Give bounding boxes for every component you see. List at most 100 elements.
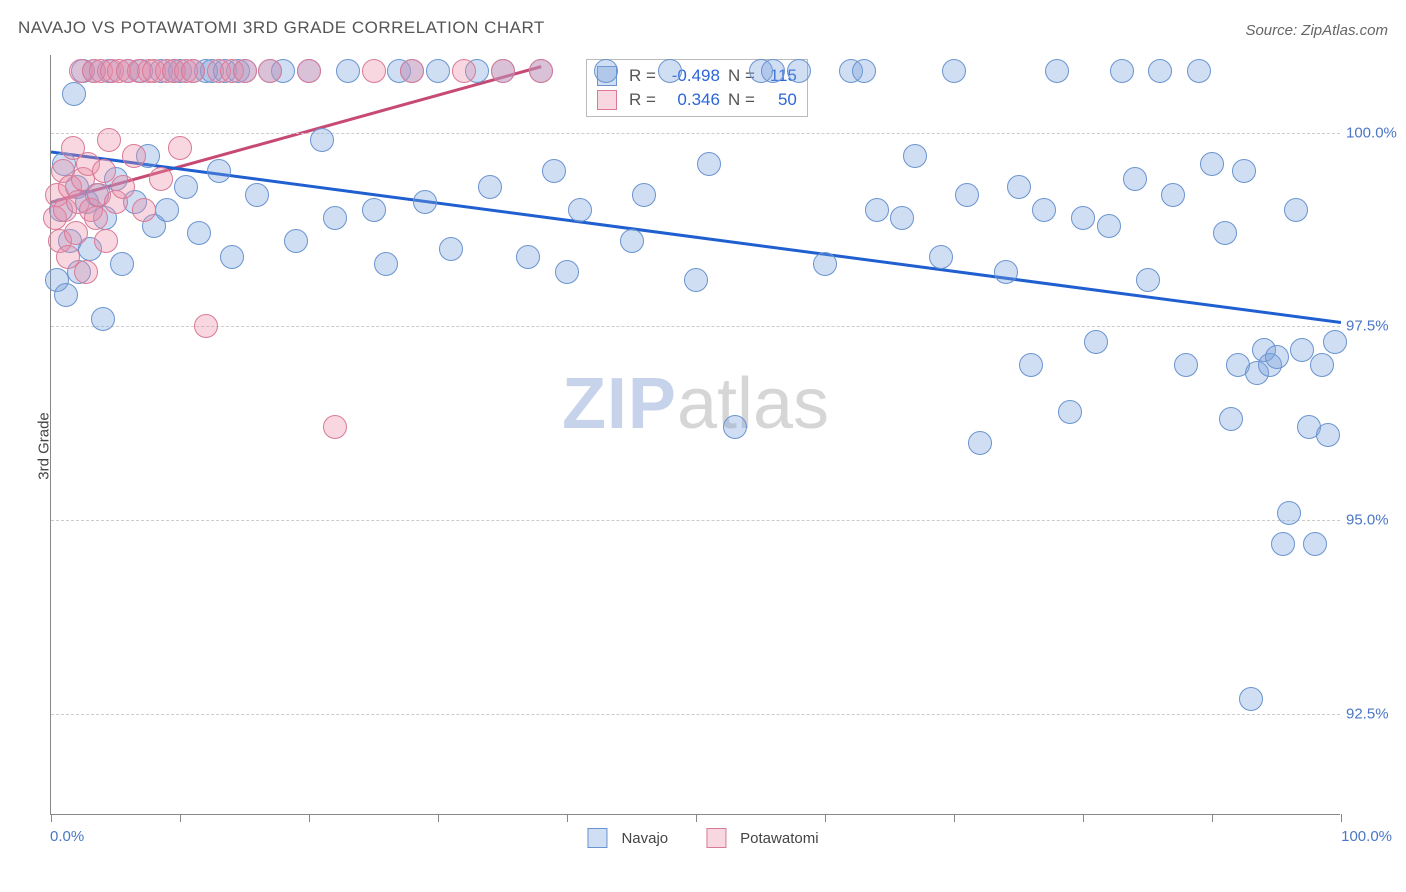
potawatomi-point (122, 144, 146, 168)
chart-container: NAVAJO VS POTAWATOMI 3RD GRADE CORRELATI… (0, 0, 1406, 892)
navajo-point (594, 59, 618, 83)
navajo-point (1271, 532, 1295, 556)
navajo-point (336, 59, 360, 83)
navajo-point (1007, 175, 1031, 199)
navajo-point (1136, 268, 1160, 292)
potawatomi-point (97, 128, 121, 152)
navajo-point (1032, 198, 1056, 222)
navajo-point (1058, 400, 1082, 424)
navajo-point (1277, 501, 1301, 525)
navajo-point (1200, 152, 1224, 176)
navajo-point (994, 260, 1018, 284)
navajo-point (426, 59, 450, 83)
navajo-point (684, 268, 708, 292)
y-tick-label: 92.5% (1346, 706, 1406, 723)
navajo-point (1148, 59, 1172, 83)
navajo-swatch-icon (587, 828, 607, 848)
navajo-point (1323, 330, 1347, 354)
navajo-point (620, 229, 644, 253)
navajo-point (245, 183, 269, 207)
navajo-point (439, 237, 463, 261)
x-tick (954, 814, 955, 822)
x-tick (438, 814, 439, 822)
navajo-point (852, 59, 876, 83)
navajo-point (813, 252, 837, 276)
x-tick (1083, 814, 1084, 822)
potawatomi-point (168, 136, 192, 160)
potawatomi-point (181, 59, 205, 83)
navajo-point (632, 183, 656, 207)
potawatomi-swatch-icon (706, 828, 726, 848)
potawatomi-point (132, 198, 156, 222)
navajo-point (413, 190, 437, 214)
source-credit: Source: ZipAtlas.com (1245, 22, 1388, 39)
navajo-point (1019, 353, 1043, 377)
navajo-point (1071, 206, 1095, 230)
potawatomi-point (362, 59, 386, 83)
x-tick (567, 814, 568, 822)
navajo-point (568, 198, 592, 222)
r-label: R = (629, 90, 656, 110)
navajo-point (516, 245, 540, 269)
navajo-point (62, 82, 86, 106)
potawatomi-point (84, 206, 108, 230)
series-legend: Navajo Potawatomi (587, 828, 818, 848)
navajo-point (1084, 330, 1108, 354)
navajo-point (968, 431, 992, 455)
navajo-point (155, 198, 179, 222)
navajo-point (1174, 353, 1198, 377)
watermark-zip: ZIP (562, 364, 677, 444)
navajo-point (1110, 59, 1134, 83)
navajo-point (658, 59, 682, 83)
navajo-point (1239, 687, 1263, 711)
gridline (51, 520, 1340, 521)
navajo-point (787, 59, 811, 83)
navajo-point (542, 159, 566, 183)
navajo-point (942, 59, 966, 83)
potawatomi-point (74, 260, 98, 284)
y-tick-label: 97.5% (1346, 318, 1406, 335)
navajo-point (1045, 59, 1069, 83)
gridline (51, 714, 1340, 715)
x-tick (696, 814, 697, 822)
navajo-point (1284, 198, 1308, 222)
navajo-point (1310, 353, 1334, 377)
trend-lines-overlay (51, 55, 1341, 815)
navajo-point (187, 221, 211, 245)
watermark-atlas: atlas (677, 364, 829, 444)
navajo-point (478, 175, 502, 199)
navajo-point (284, 229, 308, 253)
plot-area: ZIPatlas R = -0.498 N = 115 R = 0.346 N … (50, 55, 1340, 815)
navajo-point (903, 144, 927, 168)
navajo-point (1161, 183, 1185, 207)
navajo-point (865, 198, 889, 222)
navajo-point (362, 198, 386, 222)
potawatomi-point (323, 415, 347, 439)
gridline (51, 133, 1340, 134)
y-tick-label: 95.0% (1346, 512, 1406, 529)
navajo-point (761, 59, 785, 83)
navajo-trend-line (51, 152, 1341, 323)
x-tick (51, 814, 52, 822)
x-tick (309, 814, 310, 822)
n-value: 50 (763, 90, 797, 110)
navajo-point (310, 128, 334, 152)
potawatomi-swatch-icon (597, 90, 617, 110)
navajo-point (929, 245, 953, 269)
navajo-point (207, 159, 231, 183)
potawatomi-point (111, 175, 135, 199)
navajo-point (697, 152, 721, 176)
navajo-point (374, 252, 398, 276)
potawatomi-point (233, 59, 257, 83)
correlation-row-potawatomi: R = 0.346 N = 50 (597, 90, 797, 110)
navajo-point (1265, 345, 1289, 369)
navajo-point (174, 175, 198, 199)
navajo-point (110, 252, 134, 276)
r-value: 0.346 (664, 90, 720, 110)
potawatomi-point (452, 59, 476, 83)
navajo-point (555, 260, 579, 284)
x-tick (1212, 814, 1213, 822)
potawatomi-point (258, 59, 282, 83)
navajo-point (955, 183, 979, 207)
navajo-point (1303, 532, 1327, 556)
